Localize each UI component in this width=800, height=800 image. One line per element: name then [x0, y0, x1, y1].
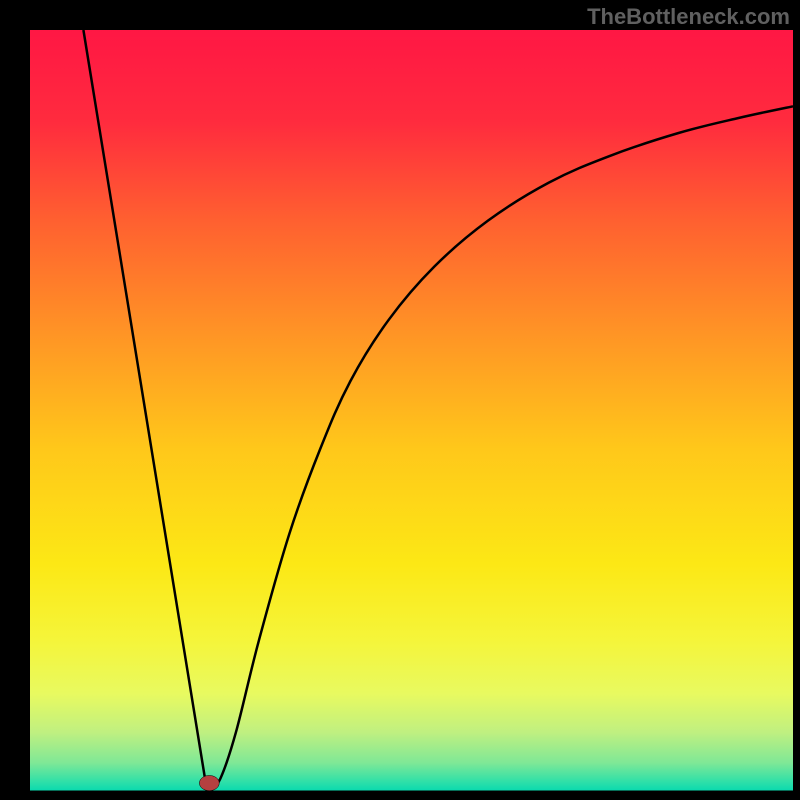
bottleneck-chart: [0, 0, 800, 800]
watermark-text: TheBottleneck.com: [587, 4, 790, 30]
chart-container: TheBottleneck.com: [0, 0, 800, 800]
optimal-point-marker: [199, 775, 219, 790]
